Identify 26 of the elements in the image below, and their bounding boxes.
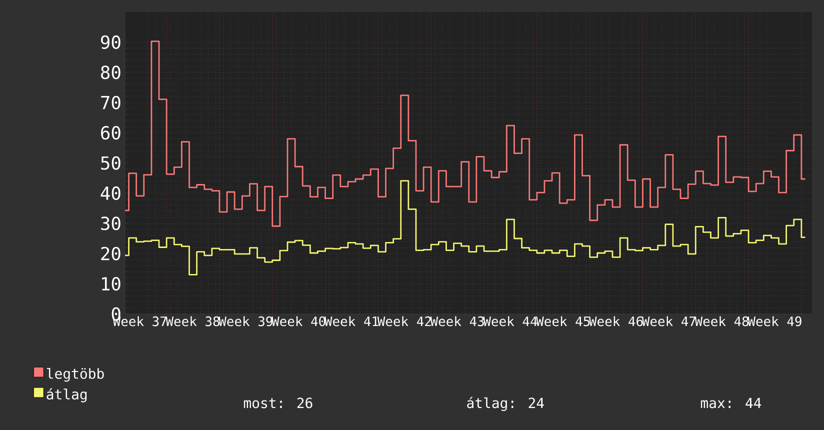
y-tick-label: 60 <box>101 126 120 140</box>
x-tick-label: Week 49 <box>748 316 802 326</box>
x-tick-label: Week 43 <box>430 316 484 326</box>
y-tick-label: 80 <box>101 66 120 80</box>
text: max: 44 <box>700 398 762 408</box>
y-tick-label: 40 <box>100 186 120 200</box>
legend-label: átlag <box>46 388 87 402</box>
x-tick-label: Week 48 <box>694 316 749 326</box>
text: most: 26 <box>244 398 312 408</box>
x-tick-label: Week 45 <box>536 316 590 326</box>
x-tick-label: Week 44 <box>483 316 538 326</box>
y-tick-label: 50 <box>101 156 120 170</box>
text: átlag: 24 <box>467 396 544 411</box>
y-tick-label: 10 <box>102 277 120 291</box>
y-tick-label: 20 <box>101 246 120 260</box>
x-tick-label: Week 39 <box>218 316 272 326</box>
x-tick-label: Week 46 <box>588 316 643 326</box>
y-tick-label: 70 <box>101 96 120 110</box>
x-tick-label: Week 41 <box>324 316 378 326</box>
x-tick-label: Week 47 <box>642 316 696 326</box>
x-tick-label: Week 40 <box>272 316 326 326</box>
y-tick-label: 30 <box>101 216 120 230</box>
legend-label: legtöbb <box>46 368 104 382</box>
x-tick-label: Week 38 <box>166 316 220 326</box>
y-tick-label: 90 <box>100 35 120 49</box>
x-tick-label: Week 42 <box>377 316 431 326</box>
